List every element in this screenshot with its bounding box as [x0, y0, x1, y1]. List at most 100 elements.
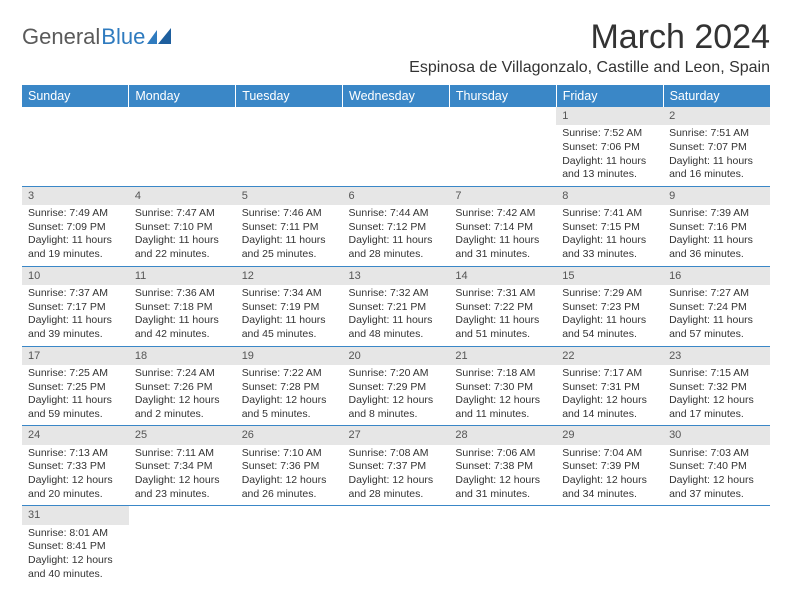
sunset-text: Sunset: 7:06 PM: [562, 141, 657, 155]
day-number: 2: [663, 107, 770, 125]
sunset-text: Sunset: 7:39 PM: [562, 460, 657, 474]
daylight-text: Daylight: 12 hours: [562, 474, 657, 488]
daylight-text: Daylight: 12 hours: [669, 474, 764, 488]
day-cell: Sunrise: 7:31 AMSunset: 7:22 PMDaylight:…: [449, 285, 556, 346]
day-cell: Sunrise: 7:04 AMSunset: 7:39 PMDaylight:…: [556, 445, 663, 506]
day-number: 6: [343, 186, 450, 205]
day-number: [449, 506, 556, 525]
sunset-text: Sunset: 8:41 PM: [28, 540, 123, 554]
daylight-text: and 11 minutes.: [455, 408, 550, 422]
daylight-text: and 2 minutes.: [135, 408, 230, 422]
day-cell: [236, 125, 343, 186]
weekday-header: Saturday: [663, 85, 770, 107]
day-cell: Sunrise: 7:13 AMSunset: 7:33 PMDaylight:…: [22, 445, 129, 506]
daylight-text: Daylight: 12 hours: [455, 394, 550, 408]
sunrise-text: Sunrise: 7:08 AM: [349, 447, 444, 461]
day-number: 14: [449, 266, 556, 285]
day-number: [343, 107, 450, 125]
daylight-text: Daylight: 12 hours: [135, 394, 230, 408]
sunset-text: Sunset: 7:12 PM: [349, 221, 444, 235]
daylight-text: and 14 minutes.: [562, 408, 657, 422]
day-cell: Sunrise: 7:29 AMSunset: 7:23 PMDaylight:…: [556, 285, 663, 346]
day-cell: Sunrise: 7:46 AMSunset: 7:11 PMDaylight:…: [236, 205, 343, 266]
sunrise-text: Sunrise: 7:32 AM: [349, 287, 444, 301]
day-number: 1: [556, 107, 663, 125]
flag-icon: [147, 28, 173, 46]
daylight-text: Daylight: 11 hours: [455, 314, 550, 328]
sunrise-text: Sunrise: 7:27 AM: [669, 287, 764, 301]
sunrise-text: Sunrise: 7:06 AM: [455, 447, 550, 461]
daylight-text: and 31 minutes.: [455, 248, 550, 262]
sunrise-text: Sunrise: 7:51 AM: [669, 127, 764, 141]
day-data-row: Sunrise: 7:49 AMSunset: 7:09 PMDaylight:…: [22, 205, 770, 266]
sunrise-text: Sunrise: 7:49 AM: [28, 207, 123, 221]
day-cell: Sunrise: 7:17 AMSunset: 7:31 PMDaylight:…: [556, 365, 663, 426]
sunrise-text: Sunrise: 7:29 AM: [562, 287, 657, 301]
day-cell: Sunrise: 7:41 AMSunset: 7:15 PMDaylight:…: [556, 205, 663, 266]
sunrise-text: Sunrise: 7:41 AM: [562, 207, 657, 221]
day-cell: Sunrise: 7:25 AMSunset: 7:25 PMDaylight:…: [22, 365, 129, 426]
sunrise-text: Sunrise: 7:04 AM: [562, 447, 657, 461]
day-number: [129, 107, 236, 125]
sunset-text: Sunset: 7:09 PM: [28, 221, 123, 235]
calendar-table: SundayMondayTuesdayWednesdayThursdayFrid…: [22, 85, 770, 585]
sunset-text: Sunset: 7:26 PM: [135, 381, 230, 395]
daylight-text: Daylight: 12 hours: [242, 474, 337, 488]
day-number: 5: [236, 186, 343, 205]
month-title: March 2024: [409, 18, 770, 57]
day-cell: [556, 525, 663, 586]
daylight-text: and 26 minutes.: [242, 488, 337, 502]
day-number: 19: [236, 346, 343, 365]
sunset-text: Sunset: 7:23 PM: [562, 301, 657, 315]
day-number: [556, 506, 663, 525]
day-cell: Sunrise: 7:49 AMSunset: 7:09 PMDaylight:…: [22, 205, 129, 266]
day-number: 8: [556, 186, 663, 205]
day-cell: Sunrise: 7:15 AMSunset: 7:32 PMDaylight:…: [663, 365, 770, 426]
sunrise-text: Sunrise: 7:11 AM: [135, 447, 230, 461]
sunset-text: Sunset: 7:10 PM: [135, 221, 230, 235]
sunrise-text: Sunrise: 7:10 AM: [242, 447, 337, 461]
logo: GeneralBlue: [22, 18, 173, 50]
sunrise-text: Sunrise: 7:44 AM: [349, 207, 444, 221]
day-cell: [22, 125, 129, 186]
day-cell: Sunrise: 7:47 AMSunset: 7:10 PMDaylight:…: [129, 205, 236, 266]
day-number: [343, 506, 450, 525]
sunset-text: Sunset: 7:34 PM: [135, 460, 230, 474]
day-cell: [129, 525, 236, 586]
weekday-header: Sunday: [22, 85, 129, 107]
daylight-text: and 45 minutes.: [242, 328, 337, 342]
day-number: 24: [22, 426, 129, 445]
daylight-text: and 23 minutes.: [135, 488, 230, 502]
sunset-text: Sunset: 7:29 PM: [349, 381, 444, 395]
day-number: 25: [129, 426, 236, 445]
daylight-text: and 54 minutes.: [562, 328, 657, 342]
day-data-row: Sunrise: 7:52 AMSunset: 7:06 PMDaylight:…: [22, 125, 770, 186]
daylight-text: and 33 minutes.: [562, 248, 657, 262]
day-number-row: 10111213141516: [22, 266, 770, 285]
day-cell: [449, 525, 556, 586]
day-cell: [343, 125, 450, 186]
day-number: 30: [663, 426, 770, 445]
day-cell: Sunrise: 7:27 AMSunset: 7:24 PMDaylight:…: [663, 285, 770, 346]
day-number: 20: [343, 346, 450, 365]
daylight-text: and 59 minutes.: [28, 408, 123, 422]
daylight-text: and 22 minutes.: [135, 248, 230, 262]
day-number: [236, 107, 343, 125]
title-block: March 2024 Espinosa de Villagonzalo, Cas…: [409, 18, 770, 77]
sunrise-text: Sunrise: 7:34 AM: [242, 287, 337, 301]
sunrise-text: Sunrise: 7:13 AM: [28, 447, 123, 461]
daylight-text: Daylight: 12 hours: [562, 394, 657, 408]
day-number: 13: [343, 266, 450, 285]
day-number: 3: [22, 186, 129, 205]
sunrise-text: Sunrise: 8:01 AM: [28, 527, 123, 541]
day-number: 17: [22, 346, 129, 365]
daylight-text: Daylight: 12 hours: [349, 394, 444, 408]
day-number: [663, 506, 770, 525]
day-number: 29: [556, 426, 663, 445]
daylight-text: and 31 minutes.: [455, 488, 550, 502]
day-number-row: 3456789: [22, 186, 770, 205]
daylight-text: Daylight: 12 hours: [135, 474, 230, 488]
day-cell: Sunrise: 7:22 AMSunset: 7:28 PMDaylight:…: [236, 365, 343, 426]
daylight-text: and 28 minutes.: [349, 248, 444, 262]
location: Espinosa de Villagonzalo, Castille and L…: [409, 59, 770, 77]
